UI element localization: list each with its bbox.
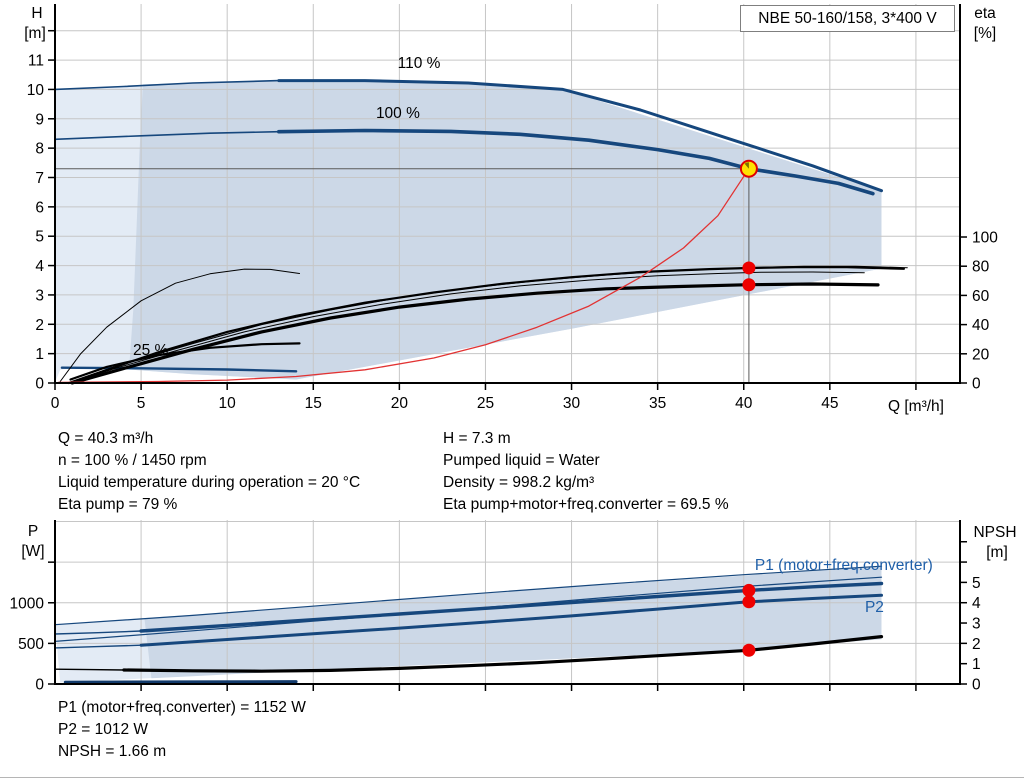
p-axis-title-unit: [W]	[21, 543, 44, 560]
pump-title: NBE 50-160/158, 3*400 V	[758, 10, 937, 27]
y-tick-label: 0	[35, 376, 44, 393]
right-tick-label: 80	[972, 259, 990, 276]
p1-100pct-lead	[54, 630, 142, 635]
right-tick-label: 0	[972, 677, 981, 694]
info-line-eta-total: Eta pump+motor+freq.converter = 69.5 %	[443, 496, 729, 513]
info-line-p2: P2 = 1012 W	[58, 721, 149, 738]
x-tick-label: 0	[51, 395, 60, 412]
y-tick-label: 3	[35, 287, 44, 304]
eta-pump-curve-alt2	[70, 271, 865, 384]
right-tick-label: 100	[972, 230, 998, 247]
duty-info-right: H = 7.3 m Pumped liquid = Water Density …	[443, 428, 729, 516]
eta-total-point	[742, 278, 756, 292]
p-axis-title: P	[28, 523, 38, 540]
x-tick-label: 35	[649, 395, 666, 412]
y-axis-title-unit: [m]	[24, 25, 46, 42]
page-bottom-rule	[0, 777, 1024, 778]
info-line-density: Density = 998.2 kg/m³	[443, 474, 595, 491]
y-tick-label: 6	[35, 199, 44, 216]
curve-100pct	[277, 128, 875, 196]
y-tick-label: 500	[18, 636, 44, 653]
operating-envelope-inner	[129, 80, 882, 380]
npsh-axis-title-unit: [m]	[986, 544, 1008, 561]
x-tick-label: 45	[821, 395, 838, 412]
info-line-h: H = 7.3 m	[443, 430, 511, 447]
info-line-p1: P1 (motor+freq.converter) = 1152 W	[58, 699, 306, 716]
right-tick-label: 2	[972, 636, 981, 653]
p2-point	[742, 595, 756, 609]
right-tick-label: 20	[972, 346, 990, 363]
right-tick-label: 1	[972, 656, 981, 673]
y-tick-label: 9	[35, 111, 44, 128]
right-tick-label: 40	[972, 317, 990, 334]
x-tick-label: 25	[477, 395, 494, 412]
y-tick-label: 11	[28, 53, 44, 70]
curve-label-p1: P1 (motor+freq.converter)	[755, 557, 933, 574]
x-tick-label: 30	[563, 395, 581, 412]
npsh-curve-lead	[54, 668, 125, 671]
x-tick-label: 20	[391, 395, 409, 412]
npsh-curve	[122, 635, 884, 673]
p1-point	[742, 583, 756, 597]
x-tick-label: 5	[137, 395, 146, 412]
info-line-q: Q = 40.3 m³/h	[58, 430, 154, 447]
curve-label-25pct: 25 %	[133, 342, 169, 359]
info-line-npsh: NPSH = 1.66 m	[58, 743, 167, 760]
p2-100pct-lead	[54, 644, 142, 649]
curve-110pct	[277, 79, 883, 193]
eta-lowspeed-arc	[59, 268, 300, 382]
right-tick-label: 3	[972, 616, 981, 633]
p1-110pct	[54, 565, 883, 626]
info-line-temp: Liquid temperature during operation = 20…	[58, 474, 361, 491]
y-axis-title: H	[31, 5, 42, 22]
y-tick-label: 7	[35, 170, 44, 187]
y-tick-label: 1000	[10, 595, 45, 612]
eta-axis-title: eta	[974, 5, 996, 22]
y-tick-label: 10	[27, 82, 45, 99]
curve-110pct-lead	[54, 79, 280, 91]
right-tick-label: 60	[972, 288, 990, 305]
p-25pct	[63, 680, 298, 684]
right-tick-label: 4	[972, 595, 981, 612]
p1-100pct	[139, 581, 884, 633]
curve-label-p2: P2	[865, 599, 884, 616]
p2-100pct	[139, 593, 883, 647]
npsh-axis-title: NPSH	[973, 524, 1016, 541]
curve-label-100pct: 100 %	[376, 105, 420, 122]
right-tick-label: 0	[972, 376, 981, 393]
eta-pump-curve	[67, 266, 905, 385]
y-tick-label: 1	[35, 346, 44, 363]
x-axis-title: Q [m³/h]	[888, 398, 944, 415]
curve-label-110pct: 110 %	[398, 55, 441, 72]
power-info: P1 (motor+freq.converter) = 1152 W P2 = …	[58, 697, 306, 763]
x-tick-label: 10	[219, 395, 237, 412]
power-npsh-chart[interactable]: 0 500 1000 0 1 2 3 4 5 P1 (motor+freq.converter) P…	[0, 518, 1024, 693]
npsh-point	[742, 643, 756, 657]
duty-point-wedge	[744, 162, 749, 169]
y-tick-label: 5	[35, 229, 44, 246]
eta-axis-title-unit: [%]	[974, 25, 996, 42]
y-tick-label: 8	[35, 141, 44, 158]
eta-pump-point	[742, 261, 756, 275]
info-line-eta: Eta pump = 79 %	[58, 496, 178, 513]
y-tick-label: 0	[35, 677, 44, 694]
info-line-n: n = 100 % / 1450 rpm	[58, 452, 207, 469]
y-tick-label: 4	[35, 258, 44, 275]
qh-chart[interactable]: 0 5 10 15 20 25 30 35 40 450123456789101102040608…	[0, 0, 1024, 422]
curve-100pct-lead	[54, 130, 280, 141]
info-line-liquid: Pumped liquid = Water	[443, 452, 600, 469]
y-tick-label: 2	[35, 317, 44, 334]
pump-title-box: NBE 50-160/158, 3*400 V	[740, 5, 955, 32]
system-curve	[57, 168, 750, 384]
duty-info-left: Q = 40.3 m³/h n = 100 % / 1450 rpm Liqui…	[58, 428, 360, 516]
x-tick-label: 40	[735, 395, 753, 412]
right-tick-label: 5	[972, 575, 981, 592]
x-tick-label: 15	[305, 395, 322, 412]
